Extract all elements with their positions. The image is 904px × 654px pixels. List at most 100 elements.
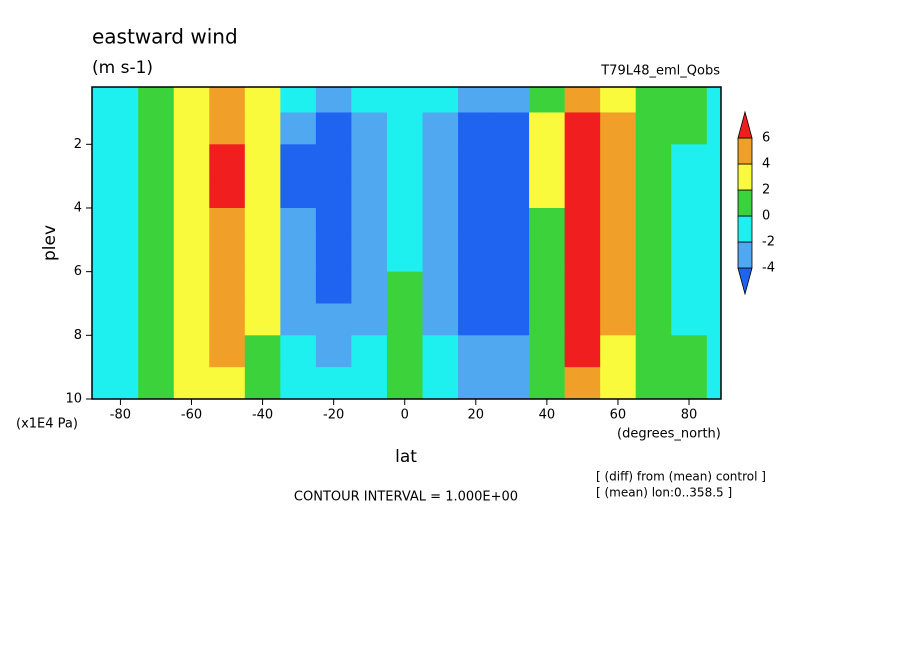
field-cell: [706, 176, 722, 209]
field-cell: [635, 367, 672, 400]
field-cell: [706, 112, 722, 145]
field-cell: [529, 207, 566, 241]
colorbar-box: [737, 215, 753, 243]
field-cell: [244, 239, 281, 273]
field-cell: [102, 176, 139, 209]
field-cell: [138, 176, 175, 209]
field-cell: [600, 303, 637, 336]
field-cell: [386, 207, 423, 241]
field-cell: [92, 271, 104, 304]
x-tick-label: -20: [323, 408, 344, 423]
chart-title: eastward wind: [92, 25, 238, 49]
field-cell: [458, 271, 495, 304]
field-cell: [635, 87, 672, 113]
x-tick-label: 40: [539, 408, 556, 423]
x-axis-units: (degrees_north): [617, 427, 721, 442]
field-cell: [458, 207, 495, 241]
field-cell: [102, 144, 139, 177]
field-cell: [422, 335, 459, 368]
field-cell: [671, 176, 708, 209]
field-cell: [351, 207, 388, 241]
field-cell: [138, 271, 175, 304]
field-cell: [564, 176, 601, 209]
field-cell: [173, 87, 210, 113]
field-cell: [315, 207, 352, 241]
run-label: T79L48_eml_Qobs: [600, 64, 720, 79]
field-cell: [173, 176, 210, 209]
field-cell: [422, 144, 459, 177]
field-cell: [529, 87, 566, 113]
field-cell: [92, 367, 104, 400]
x-tick-label: -80: [110, 408, 131, 423]
field-cell: [635, 303, 672, 336]
field-cell: [635, 335, 672, 368]
field-cell: [244, 207, 281, 241]
field-cell: [493, 335, 530, 368]
field-cell: [351, 112, 388, 145]
field-cell: [209, 335, 246, 368]
field-cell: [671, 207, 708, 241]
field-cell: [564, 144, 601, 177]
field-cell: [138, 303, 175, 336]
field-cell: [458, 144, 495, 177]
field-cell: [529, 144, 566, 177]
field-cell: [564, 303, 601, 336]
field-cell: [386, 367, 423, 400]
field-cell: [386, 335, 423, 368]
field-cell: [244, 87, 281, 113]
field-cell: [635, 207, 672, 241]
field-cell: [280, 271, 317, 304]
field-cell: [315, 176, 352, 209]
field-cell: [564, 271, 601, 304]
x-tick-label: -60: [181, 408, 202, 423]
colorbar-label: -2: [762, 235, 775, 250]
field-cell: [138, 144, 175, 177]
field-cell: [209, 207, 246, 241]
field-cell: [209, 87, 246, 113]
chart-subtitle: (m s-1): [92, 58, 153, 78]
field-cell: [92, 303, 104, 336]
y-tick-label: 10: [65, 392, 82, 407]
field-cell: [173, 144, 210, 177]
field-cell: [386, 144, 423, 177]
note: [ (mean) lon:0..358.5 ]: [596, 486, 732, 500]
field-cell: [493, 207, 530, 241]
field-cell: [92, 335, 104, 368]
x-tick-label: -40: [252, 408, 273, 423]
field-cell: [351, 144, 388, 177]
field-cell: [564, 335, 601, 368]
field-cell: [635, 112, 672, 145]
field-cell: [209, 367, 246, 400]
field-cell: [315, 335, 352, 368]
field-cell: [315, 271, 352, 304]
field-cell: [600, 367, 637, 400]
field-cell: [635, 239, 672, 273]
colorbar-label: 4: [762, 157, 770, 172]
field-cell: [600, 87, 637, 113]
field-cell: [92, 87, 104, 113]
field-cell: [493, 367, 530, 400]
field-cell: [209, 303, 246, 336]
field-cell: [493, 303, 530, 336]
field-cell: [102, 271, 139, 304]
field-cell: [635, 271, 672, 304]
field-cell: [173, 271, 210, 304]
field-cell: [600, 207, 637, 241]
field-cell: [493, 176, 530, 209]
field-cell: [386, 239, 423, 273]
field-cell: [671, 239, 708, 273]
field-cell: [280, 144, 317, 177]
field-cell: [315, 87, 352, 113]
field-cell: [102, 239, 139, 273]
field-cell: [458, 239, 495, 273]
field-cell: [315, 239, 352, 273]
field-cell: [173, 303, 210, 336]
field-cell: [315, 303, 352, 336]
field-cell: [422, 271, 459, 304]
field: [92, 87, 722, 400]
field-cell: [280, 87, 317, 113]
field-cell: [351, 335, 388, 368]
field-cell: [173, 239, 210, 273]
